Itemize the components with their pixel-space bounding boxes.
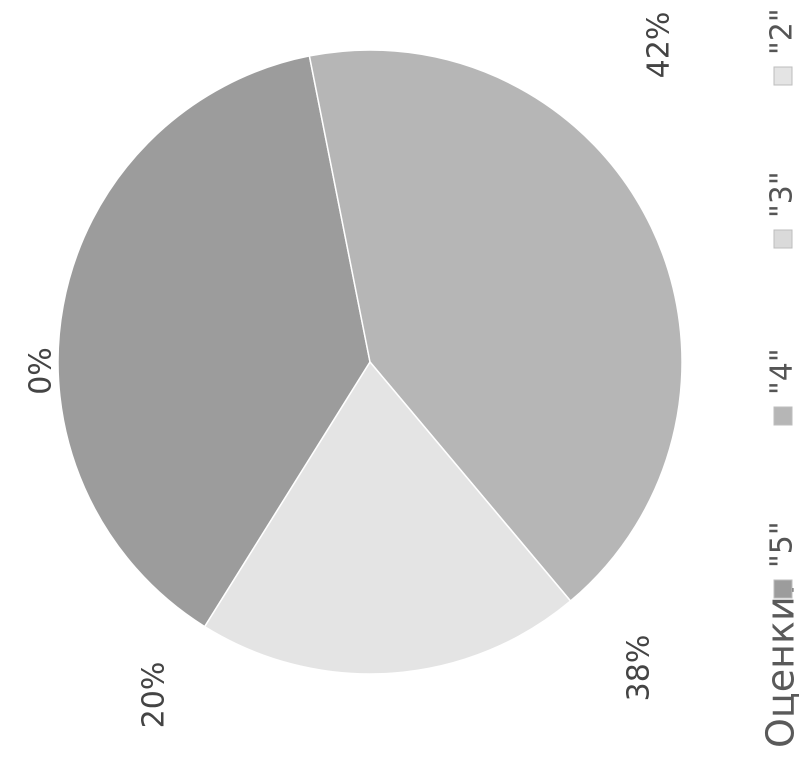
- pie-slice: [203, 360, 572, 675]
- legend-swatch: [773, 66, 793, 86]
- legend-label: "5": [765, 521, 800, 568]
- slice-label: 20%: [137, 662, 172, 729]
- legend-entry: "4": [765, 348, 800, 426]
- slice-label: 38%: [622, 635, 657, 702]
- legend-entry: "5": [765, 521, 800, 599]
- pie-slices: [57, 49, 683, 675]
- legend-label: "4": [765, 348, 800, 395]
- pie-slice: [308, 49, 683, 603]
- slice-labels: 38% 42% 0% 20%: [24, 12, 677, 729]
- slice-label: 42%: [642, 12, 677, 79]
- legend-swatch: [773, 229, 793, 249]
- legend-entry: "3": [765, 171, 800, 249]
- legend-items: "5" "4" "3" "2": [765, 8, 800, 599]
- legend-label: "3": [765, 171, 800, 218]
- legend-entry: "2": [765, 8, 800, 86]
- legend-swatch: [773, 406, 793, 426]
- legend-swatch: [773, 579, 793, 599]
- legend-label: "2": [765, 8, 800, 55]
- legend-title: Оценки:: [759, 584, 803, 748]
- slice-label: 0%: [24, 347, 59, 395]
- legend: Оценки: "5" "4" "3" "2": [759, 8, 803, 748]
- pie-slice: [57, 55, 371, 628]
